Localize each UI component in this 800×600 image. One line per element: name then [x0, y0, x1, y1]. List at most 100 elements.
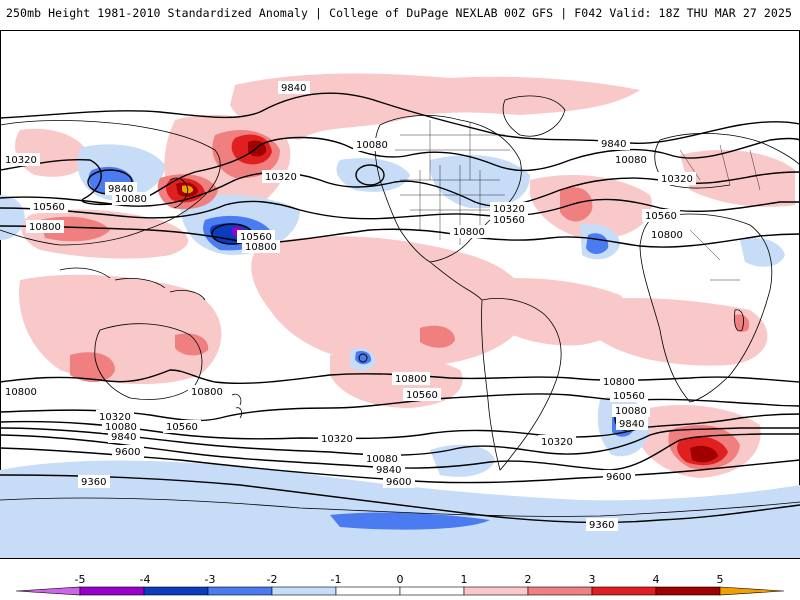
- contour-label-10560: 10560: [406, 390, 438, 401]
- contour-labels: 9840 10320 9840 10080 10560 10800 10080 …: [2, 81, 696, 531]
- contour-label-10560: 10560: [33, 202, 65, 213]
- contour-label-10560: 10560: [613, 391, 645, 402]
- contour-10320: [0, 171, 800, 207]
- legend-swatch: [399, 586, 465, 596]
- contour-10080: [0, 136, 800, 206]
- contour-label-10080: 10080: [115, 194, 147, 205]
- shade-neg1-left-edge: [0, 195, 25, 240]
- legend-tick-labels: -5 -4 -3 -2 -1 0 1 2 3 4 5: [75, 573, 724, 586]
- new-zealand-outline: [231, 393, 243, 419]
- legend-swatch: [463, 586, 529, 596]
- central-america-outline: [429, 261, 483, 301]
- greenland-outline: [502, 95, 566, 137]
- north-america-outline: [374, 115, 522, 263]
- legend-tick: 1: [461, 573, 468, 586]
- label-bg: [353, 138, 391, 151]
- map-title: 250mb Height 1981-2010 Standardized Anom…: [6, 6, 498, 20]
- shade-pos2-atlantic: [560, 187, 593, 222]
- shade-pos1-arctic: [230, 73, 640, 140]
- contour-closed-ne-pacific: [355, 164, 385, 186]
- contour-label-10560: 10560: [493, 215, 525, 226]
- label-bg: [242, 240, 280, 253]
- contour-label-10800: 10800: [29, 222, 61, 233]
- label-bg: [278, 81, 310, 94]
- africa-outline: [639, 213, 773, 403]
- contour-9600: [0, 447, 800, 484]
- label-bg: [648, 228, 686, 241]
- label-bg: [2, 385, 40, 398]
- legend-swatch: [207, 586, 273, 596]
- contour-9360: [0, 474, 800, 524]
- contour-10320-south: [0, 413, 800, 440]
- japan-outline: [169, 177, 189, 209]
- legend-tick: 3: [589, 573, 596, 586]
- contour-label-9840: 9840: [619, 419, 644, 430]
- contour-label-10560: 10560: [240, 232, 272, 243]
- contour-label-9840: 9840: [601, 139, 626, 150]
- contour-label-10320: 10320: [265, 172, 297, 183]
- shade-neg1-antarctica: [0, 460, 800, 558]
- label-bg: [490, 213, 528, 226]
- legend-swatch: [271, 586, 337, 596]
- legend-tick: 0: [397, 573, 404, 586]
- contour-10800-south: [0, 369, 800, 384]
- shade-pos1-central-pacific: [251, 236, 528, 367]
- legend-tick: -3: [205, 573, 216, 586]
- contour-label-10800: 10800: [453, 227, 485, 238]
- label-bg: [237, 230, 275, 243]
- contour-label-9360: 9360: [81, 477, 106, 488]
- label-bg: [586, 518, 618, 531]
- label-bg: [616, 417, 648, 430]
- contour-label-10800: 10800: [651, 230, 683, 241]
- label-bg: [610, 389, 648, 402]
- label-bg: [450, 225, 488, 238]
- label-bg: [490, 202, 528, 215]
- contour-9840-south: [0, 433, 800, 471]
- legend-swatch: [655, 586, 721, 596]
- label-bg: [112, 445, 144, 458]
- label-bg: [318, 432, 356, 445]
- label-bg: [612, 404, 650, 417]
- madagascar-outline: [734, 309, 744, 332]
- shade-pos1-indian: [590, 298, 768, 366]
- contour-label-10800: 10800: [395, 374, 427, 385]
- legend-color-bar: [15, 586, 785, 596]
- label-bg: [383, 475, 415, 488]
- label-bg: [2, 153, 40, 166]
- legend-tick: 4: [653, 573, 660, 586]
- legend-tick: 2: [525, 573, 532, 586]
- contour-10560: [0, 198, 800, 220]
- shade-neg2-antarctica: [330, 512, 490, 530]
- contour-label-10080: 10080: [356, 140, 388, 151]
- contour-10800-north: [0, 225, 800, 248]
- contour-closed-tropical: [358, 353, 368, 363]
- label-bg: [403, 388, 441, 401]
- label-bg: [642, 209, 680, 222]
- contour-label-9360: 9360: [589, 520, 614, 531]
- contour-label-9600: 9600: [115, 447, 140, 458]
- label-bg: [363, 452, 401, 465]
- color-legend-svg: -5 -4 -3 -2 -1 0 1 2 3 4 5: [15, 573, 785, 596]
- label-bg: [188, 385, 226, 398]
- contour-label-10080: 10080: [366, 454, 398, 465]
- shade-pos1-south-america: [480, 278, 628, 346]
- contour-label-9600: 9600: [386, 477, 411, 488]
- label-bg: [373, 463, 405, 476]
- legend-swatch: [143, 586, 209, 596]
- legend-tick: -2: [267, 573, 278, 586]
- label-bg: [102, 420, 140, 433]
- legend-swatch: [335, 586, 401, 596]
- antarctica-outline: [0, 497, 800, 517]
- contour-label-10560: 10560: [166, 422, 198, 433]
- header: 250mb Height 1981-2010 Standardized Anom…: [0, 0, 800, 30]
- contour-label-10800: 10800: [191, 387, 223, 398]
- label-bg: [108, 430, 140, 443]
- legend-tick: 5: [717, 573, 724, 586]
- contour-label-10320: 10320: [541, 437, 573, 448]
- shade-pos1-australia: [19, 274, 222, 385]
- contour-label-10320: 10320: [99, 412, 131, 423]
- legend-swatch: [79, 586, 145, 596]
- contour-label-10560: 10560: [645, 211, 677, 222]
- indonesia-outline: [59, 267, 206, 301]
- legend-tick: -5: [75, 573, 86, 586]
